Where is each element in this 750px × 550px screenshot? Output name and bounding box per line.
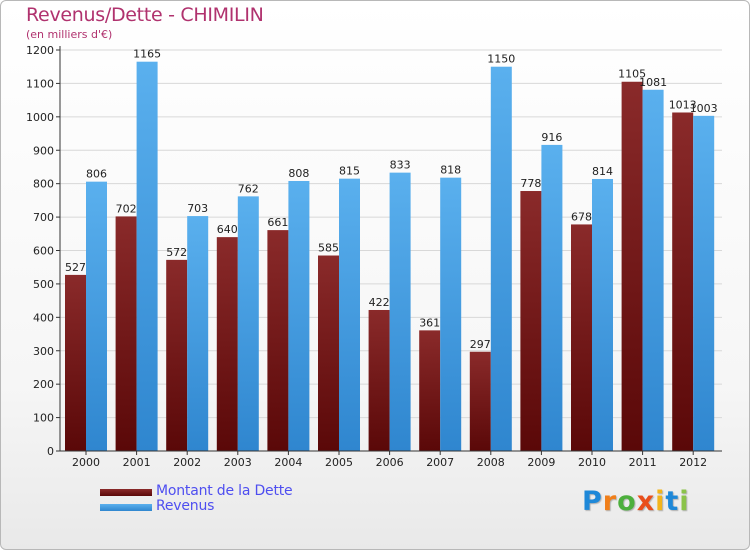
axes: 0 100 200 300 400 500 600 700 800 900 1000 1100 1200…	[26, 44, 722, 469]
x-tick-label: 2009	[527, 456, 555, 469]
x-tick-label: 2003	[224, 456, 252, 469]
bar-revenus	[592, 178, 613, 451]
chart-subtitle: (en milliers d'€)	[26, 28, 113, 41]
bar-dette	[65, 274, 86, 451]
value-label-dette: 527	[65, 261, 86, 274]
legend-label-dette: Montant de la Dette	[156, 483, 293, 499]
bars	[65, 61, 715, 452]
y-tick-label: 700	[33, 211, 54, 224]
bar-dette	[571, 224, 592, 451]
logo-letter: P	[582, 486, 603, 517]
value-label-dette: 661	[267, 216, 288, 229]
y-tick-label: 0	[47, 445, 54, 458]
x-tick-label: 2011	[629, 456, 657, 469]
value-label-revenus: 916	[541, 131, 562, 144]
bar-revenus	[440, 177, 462, 451]
logo-letter: i	[655, 486, 666, 517]
bar-revenus	[693, 115, 715, 451]
y-tick-label: 900	[33, 144, 54, 157]
value-label-revenus: 833	[390, 159, 411, 172]
y-tick-label: 800	[33, 178, 54, 191]
value-label-revenus: 806	[86, 168, 107, 181]
x-tick-label: 2006	[376, 456, 404, 469]
x-tick-label: 2005	[325, 456, 353, 469]
value-label-dette: 640	[217, 223, 238, 236]
logo-letter: x	[636, 486, 656, 517]
logo-letter: o	[617, 486, 637, 517]
bar-revenus	[339, 178, 360, 451]
bar-revenus	[389, 172, 411, 451]
x-tick-label: 2002	[173, 456, 201, 469]
legend-swatch-dette	[100, 489, 152, 496]
value-label-dette: 1105	[618, 68, 646, 81]
y-tick-label: 300	[33, 345, 54, 358]
value-label-revenus: 1165	[133, 48, 161, 61]
bar-revenus	[237, 196, 259, 451]
bar-dette	[267, 230, 289, 451]
value-label-dette: 1013	[669, 98, 697, 111]
logo-letter: i	[679, 486, 690, 517]
bar-dette	[115, 216, 137, 451]
value-label-dette: 572	[166, 246, 187, 259]
x-tick-label: 2000	[72, 456, 100, 469]
value-label-revenus: 808	[288, 167, 309, 180]
value-label-dette: 422	[369, 296, 390, 309]
value-label-revenus: 1081	[639, 76, 667, 89]
value-label-revenus: 703	[187, 202, 208, 215]
value-label-dette: 585	[318, 242, 339, 255]
value-label-revenus: 814	[592, 165, 613, 178]
value-label-dette: 778	[520, 177, 541, 190]
bar-revenus	[490, 66, 512, 451]
y-tick-label: 400	[33, 311, 54, 324]
logo-letter: t	[665, 486, 680, 517]
bar-dette	[166, 259, 188, 451]
legend-swatch-revenus	[100, 504, 152, 511]
bar-dette	[520, 191, 542, 452]
bar-revenus	[642, 89, 664, 451]
value-label-dette: 361	[419, 316, 440, 329]
value-label-revenus: 1003	[690, 102, 718, 115]
value-label-revenus: 762	[238, 182, 259, 195]
logo-letter: r	[602, 486, 618, 517]
x-tick-label: 2001	[123, 456, 151, 469]
bar-dette	[368, 309, 390, 451]
bar-revenus	[288, 180, 310, 451]
bar-dette	[318, 255, 339, 451]
y-tick-label: 600	[33, 245, 54, 258]
value-label-dette: 702	[116, 202, 137, 215]
bar-dette	[672, 112, 694, 451]
x-tick-label: 2007	[426, 456, 454, 469]
value-label-revenus: 818	[440, 164, 461, 177]
value-labels: 527 806 702 1165 572 703 640 762 661 808 585 815 422…	[65, 48, 718, 351]
value-label-revenus: 1150	[487, 53, 515, 66]
bar-revenus	[541, 144, 563, 452]
legend-label-revenus: Revenus	[156, 498, 215, 514]
bar-dette	[469, 351, 491, 451]
y-tick-label: 500	[33, 278, 54, 291]
chart-title: Revenus/Dette - CHIMILIN	[26, 4, 264, 26]
x-tick-label: 2008	[477, 456, 505, 469]
x-tick-label: 2004	[274, 456, 302, 469]
y-tick-label: 200	[33, 378, 54, 391]
bar-dette	[621, 81, 643, 451]
y-tick-label: 1200	[26, 44, 54, 57]
bar-revenus	[136, 61, 158, 452]
y-tick-label: 1100	[26, 77, 54, 90]
y-tick-label: 100	[33, 412, 54, 425]
value-label-revenus: 815	[339, 165, 360, 178]
bar-dette	[216, 237, 238, 451]
y-tick-label: 1000	[26, 111, 54, 124]
bar-dette	[419, 330, 441, 451]
bar-revenus	[86, 181, 107, 451]
x-tick-label: 2012	[679, 456, 707, 469]
proxiti-logo: Proxiti	[582, 486, 690, 517]
value-label-dette: 297	[470, 338, 491, 351]
value-label-dette: 678	[571, 210, 592, 223]
bar-revenus	[187, 216, 209, 451]
x-tick-label: 2010	[578, 456, 606, 469]
